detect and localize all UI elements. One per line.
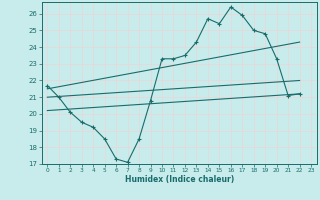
X-axis label: Humidex (Indice chaleur): Humidex (Indice chaleur): [124, 175, 234, 184]
